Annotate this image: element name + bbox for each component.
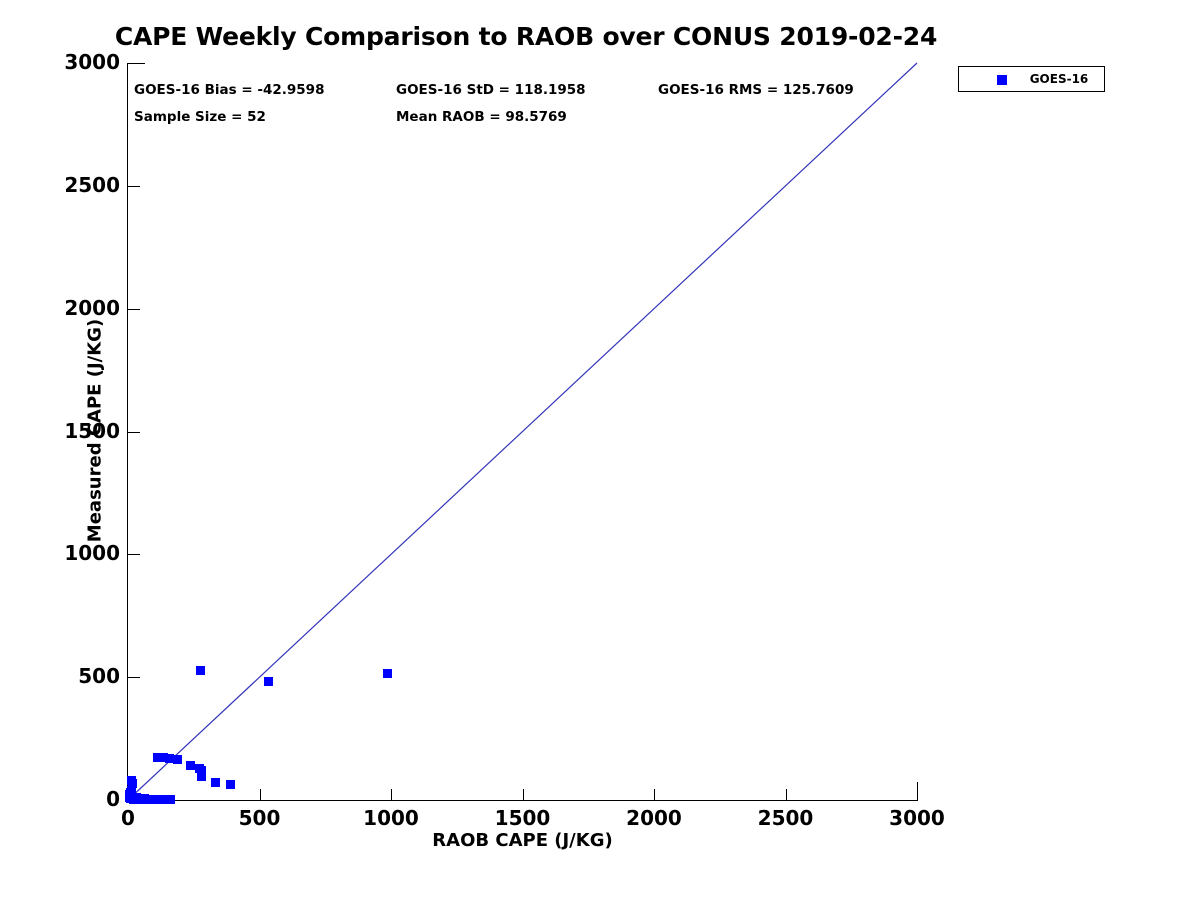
y-axis-tick-label: 3000 xyxy=(64,50,120,74)
x-axis-tick xyxy=(391,789,392,801)
y-axis-label: Measured CAPE (J/KG) xyxy=(84,318,106,543)
x-axis-tick-label: 2000 xyxy=(626,806,682,830)
x-axis-tick-label: 3000 xyxy=(889,806,945,830)
x-axis-tick xyxy=(917,789,918,801)
legend-label-goes-16: GOES-16 xyxy=(1029,72,1089,86)
scatter-point xyxy=(138,795,148,805)
scatter-point xyxy=(173,755,183,765)
scatter-point xyxy=(225,780,235,790)
annotation-mean-raob: Mean RAOB = 98.5769 xyxy=(396,109,567,125)
scatter-point xyxy=(165,753,175,763)
y-axis-tick xyxy=(128,308,140,310)
scatter-point xyxy=(383,669,393,679)
y-axis-tick-label: 0 xyxy=(106,787,120,811)
y-axis-tick-label: 1500 xyxy=(64,418,120,443)
annotation-bias: GOES-16 Bias = -42.9598 xyxy=(134,82,325,98)
annotation-sample-size: Sample Size = 52 xyxy=(134,109,266,125)
y-axis-tick xyxy=(128,431,140,433)
x-axis-tick-label: 2500 xyxy=(757,806,814,830)
x-axis-label: RAOB CAPE (J/KG) xyxy=(432,830,613,851)
annotation-std: GOES-16 StD = 118.1958 xyxy=(396,82,586,98)
legend[interactable]: GOES-16 xyxy=(958,66,1105,92)
legend-marker-goes-16 xyxy=(997,75,1007,85)
x-axis-tick-label: 500 xyxy=(238,806,281,830)
scatter-point xyxy=(152,752,162,762)
scatter-point xyxy=(166,795,176,804)
scatter-point xyxy=(264,676,274,686)
scatter-point xyxy=(197,766,207,776)
y-axis-tick-label: 2000 xyxy=(64,295,120,320)
x-axis-tick xyxy=(785,789,787,801)
scatter-point xyxy=(128,779,138,789)
y-axis-tick xyxy=(128,677,140,679)
x-axis-tick xyxy=(654,789,655,801)
scatter-point xyxy=(197,771,207,781)
scatter-point xyxy=(186,761,196,771)
plot-area xyxy=(124,62,918,805)
y-axis-tick xyxy=(128,63,140,64)
y-axis-tick-label: 1000 xyxy=(64,541,120,566)
annotation-rms: GOES-16 RMS = 125.7609 xyxy=(658,82,854,98)
y-axis-tick-label: 500 xyxy=(78,664,120,689)
x-axis-tick-label: 1000 xyxy=(363,806,419,830)
page-title: CAPE Weekly Comparison to RAOB over CONU… xyxy=(114,22,938,51)
x-axis-tick-label: 0 xyxy=(121,806,135,830)
y-axis-line xyxy=(127,63,128,801)
y-axis-tick-label: 2500 xyxy=(64,172,120,197)
scatter-point xyxy=(196,665,206,675)
x-axis-tick xyxy=(259,789,261,801)
x-axis-tick xyxy=(522,789,524,801)
scatter-point xyxy=(211,777,221,787)
y-axis-tick xyxy=(128,185,140,187)
x-axis-tick-label: 1500 xyxy=(494,806,551,830)
one-to-one-reference-line xyxy=(127,62,918,801)
y-axis-tick xyxy=(128,554,140,556)
scatter-point xyxy=(159,753,168,763)
